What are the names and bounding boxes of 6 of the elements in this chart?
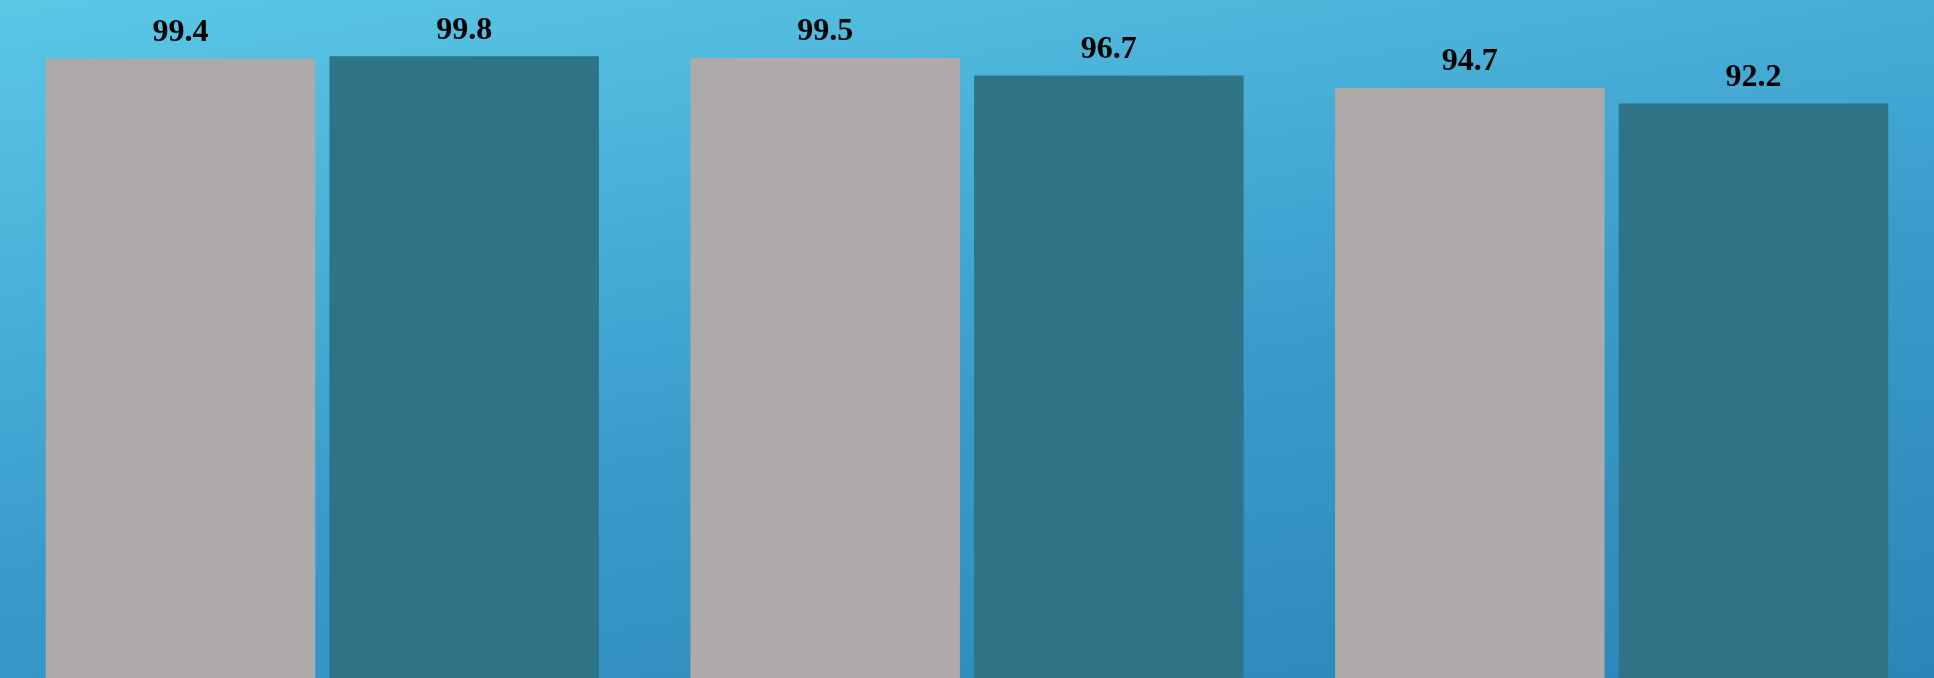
- data-label: 96.7: [1080, 28, 1137, 65]
- data-label: 99.4: [152, 12, 209, 48]
- data-label: 94.7: [1441, 41, 1498, 78]
- data-label: 99.5: [797, 11, 854, 48]
- data-label: 92.2: [1725, 56, 1782, 93]
- data-label: 99.8: [436, 9, 493, 46]
